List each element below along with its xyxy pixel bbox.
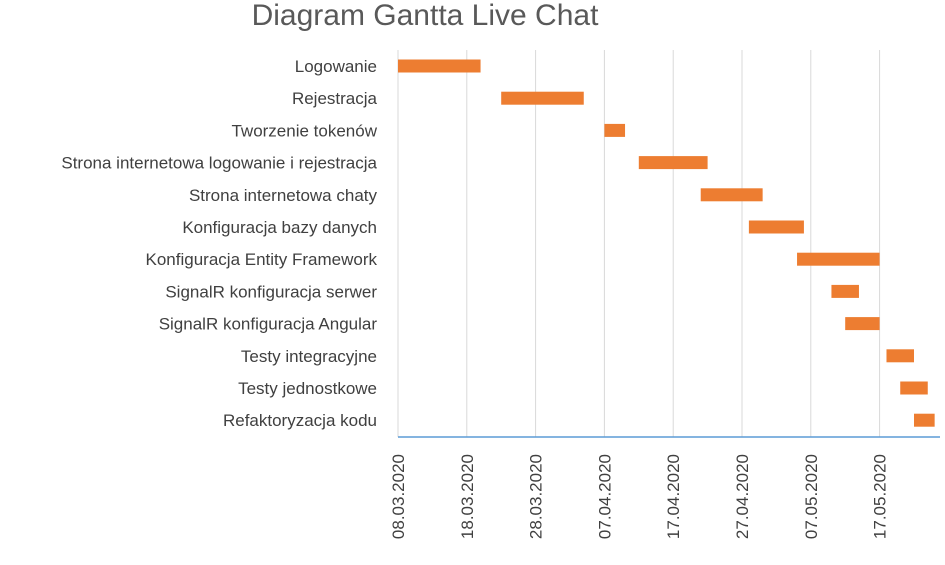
x-tick-label: 17.05.2020	[871, 454, 890, 539]
x-tick-label: 17.04.2020	[664, 454, 683, 539]
task-bar	[748, 220, 804, 234]
task-bar	[914, 413, 935, 427]
task-bars	[398, 59, 935, 427]
gridlines	[397, 50, 881, 437]
x-tick-label: 07.04.2020	[595, 454, 614, 539]
x-tick-label: 07.05.2020	[802, 454, 821, 539]
date-tick-labels: 08.03.2020 18.03.2020 28.03.2020 07.04.2020…	[389, 454, 890, 539]
task-label: Strona internetowa chaty	[189, 186, 378, 205]
x-tick-label: 27.04.2020	[733, 454, 752, 539]
task-label: Testy jednostkowe	[238, 379, 377, 398]
task-label: Refaktoryzacja kodu	[223, 411, 377, 430]
task-label: Rejestracja	[292, 89, 378, 108]
task-bar	[797, 252, 880, 266]
x-tick-label: 28.03.2020	[527, 454, 546, 539]
task-bar	[831, 284, 859, 298]
task-label: Konfiguracja bazy danych	[182, 218, 377, 237]
task-label: Testy integracyjne	[241, 347, 377, 366]
x-tick-label: 08.03.2020	[389, 454, 408, 539]
task-bar	[900, 381, 928, 395]
task-label: Logowanie	[295, 57, 377, 76]
x-tick-label: 18.03.2020	[458, 454, 477, 539]
task-bar	[845, 317, 880, 331]
task-bar	[398, 59, 481, 73]
task-label: Konfiguracja Entity Framework	[146, 250, 378, 269]
task-bar	[638, 156, 708, 170]
task-label: SignalR konfiguracja serwer	[165, 282, 377, 301]
chart-title: Diagram Gantta Live Chat	[251, 0, 599, 32]
task-bar	[886, 349, 914, 363]
task-labels: Logowanie Rejestracja Tworzenie tokenów Str…	[61, 57, 377, 430]
task-bar	[700, 188, 763, 202]
task-label: Strona internetowa logowanie i rejestrac…	[61, 154, 377, 173]
task-label: SignalR konfiguracja Angular	[159, 315, 378, 334]
task-bar	[604, 123, 626, 137]
task-label: Tworzenie tokenów	[231, 121, 377, 140]
task-bar	[501, 91, 584, 105]
